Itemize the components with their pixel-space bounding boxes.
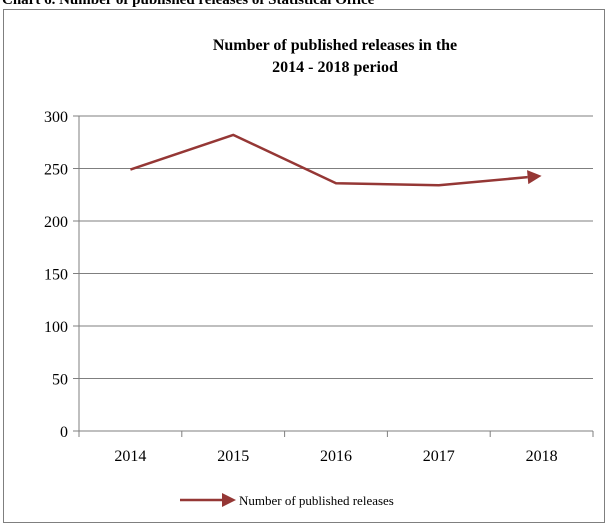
y-tick-label-50: 50 <box>52 372 68 389</box>
x-tick-labels: 2014 2015 2016 2017 2018 <box>114 448 557 465</box>
y-tick-label-250: 250 <box>44 162 68 179</box>
x-tick-label-2014: 2014 <box>114 448 146 465</box>
y-tick-label-0: 0 <box>60 424 68 441</box>
page-heading: Chart 6. Number of published releases of… <box>2 0 375 8</box>
y-tick-label-100: 100 <box>44 319 68 336</box>
chart-title-line-2: 2014 - 2018 period <box>272 59 398 76</box>
y-tick-labels: 0 50 100 150 200 250 300 <box>44 109 68 441</box>
legend-label: Number of published releases <box>239 493 394 508</box>
chart-title: Number of published releases in the 2014… <box>213 37 457 76</box>
legend-arrow-marker <box>222 493 236 507</box>
y-tick-label-150: 150 <box>44 267 68 284</box>
gridlines <box>79 115 593 379</box>
x-tick-label-2016: 2016 <box>320 448 352 465</box>
series-line-0 <box>130 133 528 187</box>
legend: Number of published releases <box>180 493 394 508</box>
y-tick-label-300: 300 <box>44 109 68 126</box>
series-arrowhead-0 <box>527 170 542 185</box>
axes <box>73 115 594 437</box>
y-tick-label-200: 200 <box>44 214 68 231</box>
series-lines <box>130 133 542 187</box>
chart-title-line-1: Number of published releases in the <box>213 37 457 54</box>
x-tick-label-2017: 2017 <box>423 448 455 465</box>
chart-frame <box>3 9 605 523</box>
x-tick-label-2018: 2018 <box>526 448 558 465</box>
x-tick-label-2015: 2015 <box>217 448 249 465</box>
